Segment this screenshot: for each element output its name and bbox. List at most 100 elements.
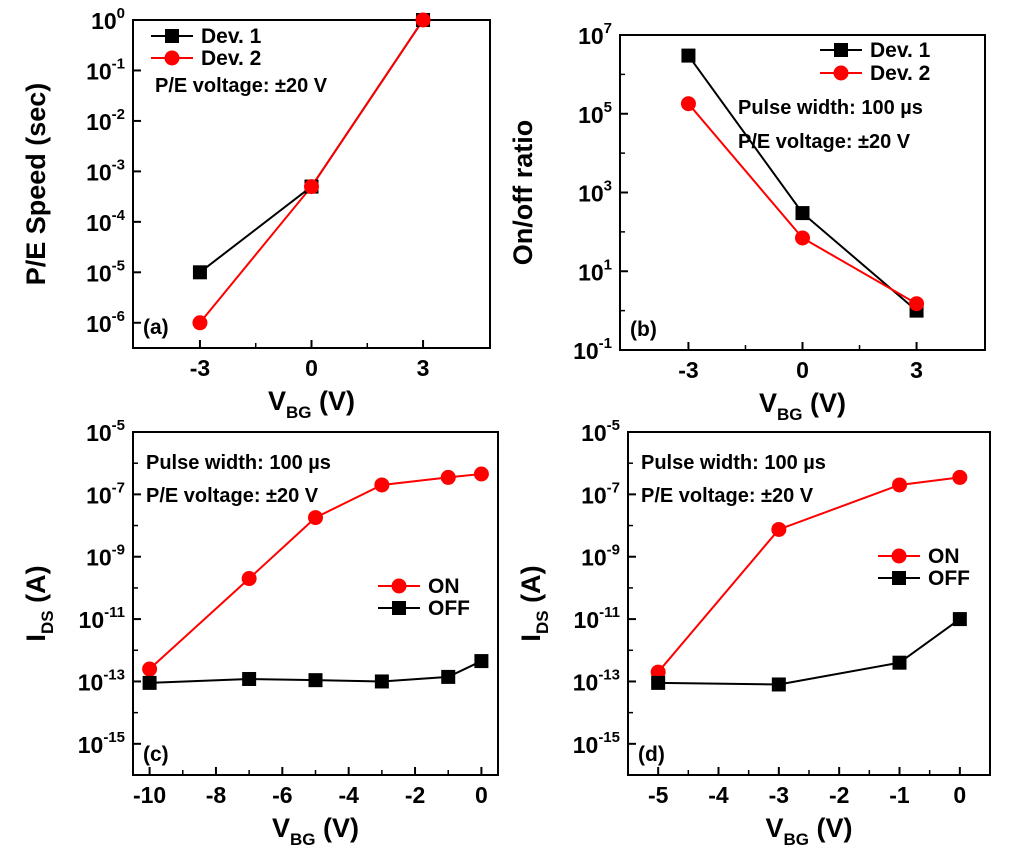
legend-marker <box>891 548 907 564</box>
data-point-dev-1 <box>795 206 810 221</box>
y-tick-label: 10-13 <box>573 666 620 695</box>
panel-label: (a) <box>143 316 169 339</box>
y-axis-label: P/E Speed (sec) <box>21 83 51 286</box>
y-axis-label: IDS (A) <box>21 565 57 641</box>
annotation: P/E voltage: ±20 V <box>146 485 319 507</box>
y-tick-label: 107 <box>578 20 612 49</box>
annotation: Pulse width: 100 µs <box>738 97 923 119</box>
legend-label-dev-2: Dev. 2 <box>201 47 261 70</box>
x-tick-label: -3 <box>678 357 698 383</box>
legend-marker <box>834 43 848 57</box>
data-point-dev-1 <box>681 48 696 63</box>
annotation: P/E voltage: ±20 V <box>641 485 814 507</box>
x-tick-label: -3 <box>769 782 789 808</box>
data-point-on <box>771 521 787 537</box>
data-point-on <box>374 477 390 493</box>
data-point-on <box>308 510 323 526</box>
y-tick-label: 10-15 <box>78 729 125 758</box>
panel-label: (c) <box>143 743 169 766</box>
data-point-on <box>650 664 666 680</box>
y-tick-label: 100 <box>91 5 125 34</box>
y-axis-label: On/off ratio <box>508 120 538 265</box>
series-line-off <box>658 618 961 686</box>
data-point-dev-1 <box>192 265 207 280</box>
y-tick-label: 10-5 <box>86 417 125 446</box>
series-line-dev-1 <box>687 55 918 312</box>
x-tick-label: 0 <box>796 357 809 383</box>
x-tick-label: -4 <box>338 782 359 808</box>
legend-label-on: ON <box>428 575 460 598</box>
data-point-dev-2 <box>192 315 208 331</box>
annotation: Pulse width: 100 µs <box>146 452 331 474</box>
y-tick-label: 10-4 <box>86 207 126 236</box>
x-tick-label: -4 <box>708 782 729 808</box>
series-line-on <box>657 476 960 673</box>
data-point-dev-2 <box>909 296 925 312</box>
y-tick-label: 105 <box>578 99 612 128</box>
x-tick-label: -1 <box>889 782 910 808</box>
panel-b: 10-1 101 103 105 107 -3 0 3 VBG (V) On/off ratio (… <box>508 20 986 424</box>
y-tick-label: 10-2 <box>86 106 125 135</box>
x-tick-label: -5 <box>648 782 669 808</box>
x-tick-label: 0 <box>305 355 318 381</box>
x-tick-label: 0 <box>953 782 966 808</box>
data-point-on <box>142 661 158 677</box>
legend-label-dev-1: Dev. 1 <box>201 25 262 48</box>
x-tick-label: 3 <box>417 355 430 381</box>
panel-label: (b) <box>630 318 657 341</box>
data-point-off <box>441 669 456 684</box>
y-tick-label: 10-7 <box>581 479 620 508</box>
data-point-on <box>473 466 489 482</box>
data-point-off <box>374 674 389 689</box>
y-tick-label: 10-1 <box>86 55 125 84</box>
data-point-dev-2 <box>415 12 431 28</box>
annotation: Pulse width: 100 µs <box>641 452 826 474</box>
y-tick-label: 10-7 <box>86 479 125 508</box>
x-axis-label: VBG (V) <box>272 813 359 849</box>
legend-marker <box>892 571 906 585</box>
y-tick-label: 10-9 <box>86 542 125 571</box>
x-axis-label: VBG (V) <box>759 388 846 424</box>
plot-frame <box>627 431 991 776</box>
x-tick-label: -10 <box>133 782 166 808</box>
x-tick-label: -8 <box>206 782 227 808</box>
legend-label-off: OFF <box>428 597 470 620</box>
data-point-dev-2 <box>680 96 696 112</box>
legend-label-on: ON <box>928 545 960 568</box>
legend-marker <box>833 65 849 81</box>
y-tick-label: 10-1 <box>573 335 612 364</box>
data-point-on <box>241 571 257 587</box>
x-tick-label: 3 <box>910 357 923 383</box>
data-point-off <box>892 655 907 670</box>
legend-marker <box>164 50 180 66</box>
data-point-off <box>651 675 666 690</box>
y-tick-label: 10-11 <box>79 604 125 633</box>
data-point-off <box>142 675 157 690</box>
y-tick-label: 10-15 <box>573 729 620 758</box>
data-point-off <box>242 671 257 686</box>
panel-a: 10-6 10-5 10-4 10-3 10-2 10-1 100 -3 0 3 VBG (V) P/… <box>21 5 491 422</box>
y-tick-label: 10-5 <box>86 257 125 286</box>
data-point-off <box>308 673 323 688</box>
y-tick-label: 10-13 <box>78 666 125 695</box>
panel-label: (d) <box>638 743 665 766</box>
x-tick-label: -6 <box>272 782 292 808</box>
x-tick-label: 0 <box>475 782 488 808</box>
x-tick-label: -2 <box>405 782 425 808</box>
x-axis-label: VBG (V) <box>268 386 355 422</box>
x-axis-label: VBG (V) <box>765 813 852 849</box>
y-tick-label: 101 <box>578 256 612 285</box>
legend-marker <box>392 601 406 615</box>
y-tick-label: 103 <box>578 178 612 207</box>
data-point-off <box>771 677 786 692</box>
y-tick-label: 10-9 <box>581 542 620 571</box>
y-tick-label: 10-11 <box>574 604 620 633</box>
annotation: P/E voltage: ±20 V <box>738 131 911 153</box>
annotation: P/E voltage: ±20 V <box>155 75 328 97</box>
data-point-on <box>892 477 907 493</box>
legend-marker <box>165 29 179 43</box>
panel-c: 10-15 10-13 10-11 10-9 10-7 10-5 -10 -8 -6 -4 -2 0 V… <box>21 417 499 849</box>
y-tick-label: 10-6 <box>86 308 125 337</box>
legend-label-off: OFF <box>928 567 970 590</box>
